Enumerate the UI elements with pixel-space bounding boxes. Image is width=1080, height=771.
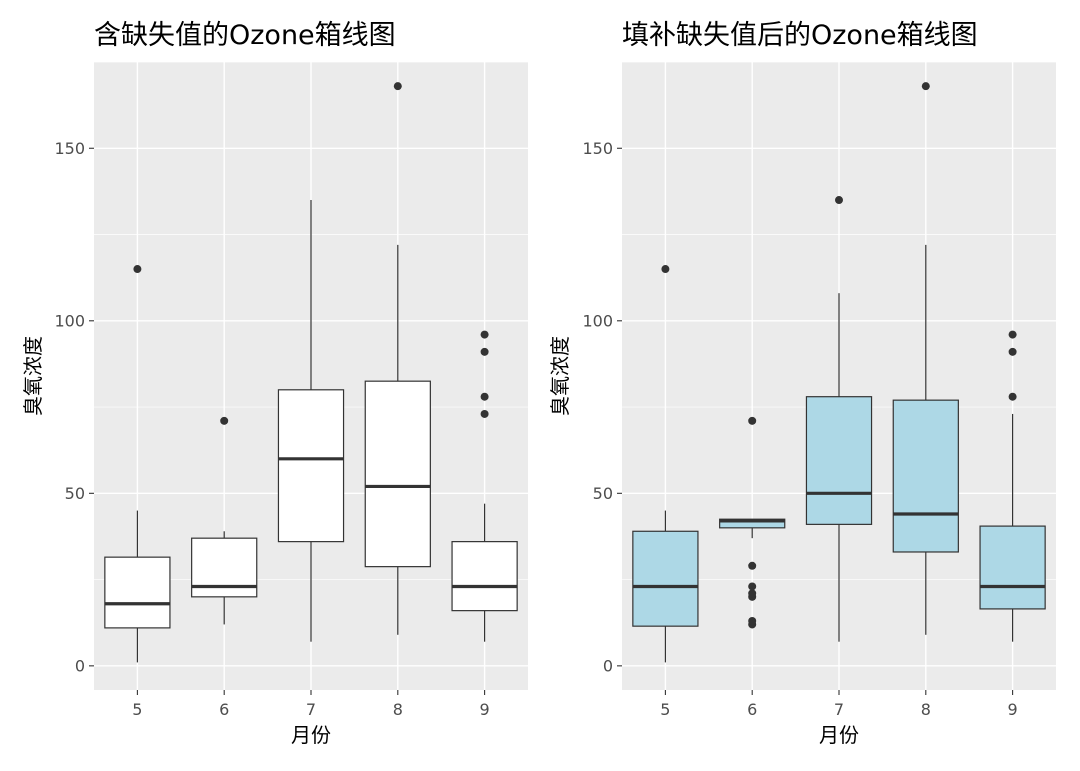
outlier-point [921, 82, 930, 91]
outlier-point [480, 330, 489, 339]
x-tick-label: 7 [306, 700, 316, 719]
box-body [979, 525, 1046, 610]
outlier-point [748, 616, 757, 625]
box-7 [277, 200, 345, 642]
x-tick-label: 6 [747, 700, 757, 719]
outlier-point [220, 416, 229, 425]
outlier-point [748, 589, 757, 598]
x-axis-label: 月份 [291, 723, 331, 747]
x-tick-label: 5 [132, 700, 142, 719]
outlier-point [748, 561, 757, 570]
y-tick-label: 100 [54, 311, 85, 330]
outlier-point [1008, 392, 1017, 401]
x-tick-label: 6 [219, 700, 229, 719]
y-tick-label: 150 [54, 139, 85, 158]
outlier-point [1008, 330, 1017, 339]
outlier-point [748, 416, 757, 425]
outlier-point [835, 196, 843, 205]
box-6 [719, 416, 786, 629]
box-9 [451, 330, 518, 642]
box-7 [805, 196, 873, 642]
outlier-point [1008, 347, 1017, 356]
outlier-point [480, 347, 489, 356]
box-body [364, 380, 431, 568]
chart-title: 含缺失值的Ozone箱线图 [94, 20, 396, 51]
box-8 [364, 82, 431, 635]
box-5 [104, 265, 171, 663]
y-axis-label: 臭氧浓度 [21, 336, 45, 416]
box-9 [979, 330, 1046, 642]
box-body [451, 541, 518, 612]
x-axis-label: 月份 [819, 723, 859, 747]
outlier-point [133, 265, 142, 274]
x-tick-label: 7 [834, 700, 844, 719]
outlier-point [480, 392, 489, 401]
x-tick-label: 9 [1008, 700, 1018, 719]
y-tick-label: 50 [65, 484, 85, 503]
box-body [805, 396, 873, 525]
outlier-point [480, 409, 489, 418]
box-body [277, 389, 345, 543]
box-body [719, 518, 786, 529]
box-8 [892, 82, 959, 635]
box-body [892, 399, 959, 553]
box-body [632, 530, 699, 627]
y-axis-label: 臭氧浓度 [548, 336, 572, 416]
outlier-point [661, 265, 670, 274]
box-5 [632, 265, 699, 663]
box-6 [191, 416, 258, 625]
x-tick-label: 8 [393, 700, 403, 719]
y-tick-label: 0 [75, 656, 85, 675]
y-tick-label: 150 [582, 139, 613, 158]
y-tick-label: 0 [603, 656, 613, 675]
chart-title: 填补缺失值后的Ozone箱线图 [622, 20, 978, 51]
y-tick-label: 100 [582, 311, 613, 330]
x-tick-label: 8 [921, 700, 931, 719]
x-tick-label: 5 [660, 700, 670, 719]
y-tick-label: 50 [593, 484, 613, 503]
x-tick-label: 9 [480, 700, 490, 719]
box-body [104, 556, 171, 629]
outlier-point [748, 582, 757, 591]
outlier-point [393, 82, 402, 91]
